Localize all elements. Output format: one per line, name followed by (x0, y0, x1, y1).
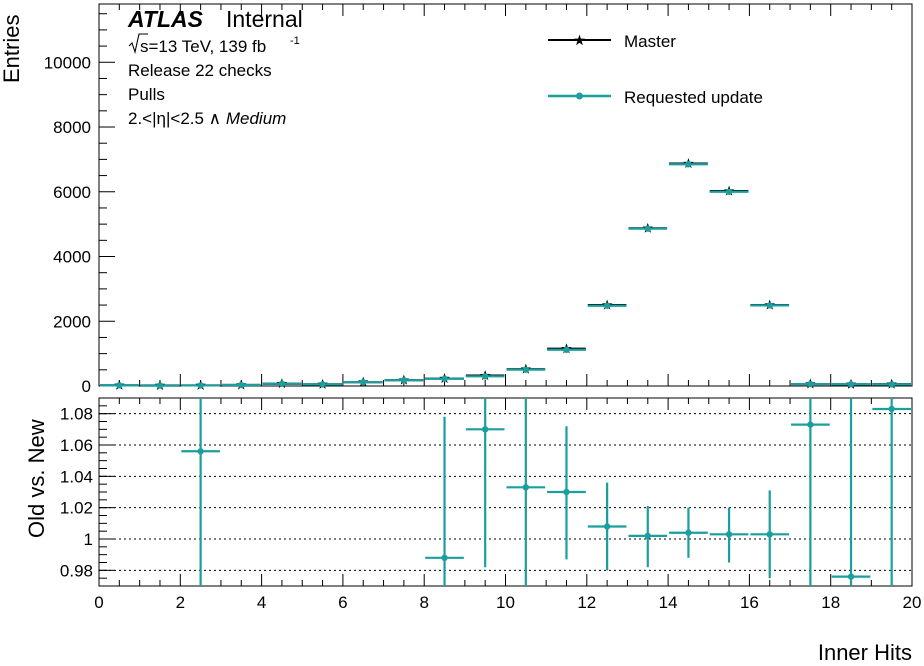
legend-entry-update: Requested update (548, 88, 763, 107)
main-axis-ticks: 0 2000 4000 6000 8000 10000 (44, 4, 913, 396)
main-y-tick-label: 8000 (53, 118, 91, 137)
sqrt-icon (128, 33, 148, 55)
ratio-point (766, 531, 773, 538)
ratio-y-tick-label: 1.04 (60, 467, 93, 486)
ratio-point (563, 488, 570, 496)
update-point (644, 225, 651, 232)
update-point (156, 382, 164, 389)
circle-marker-icon (576, 92, 583, 100)
update-point (522, 366, 530, 373)
ratio-point (603, 523, 611, 530)
svg-text:s=13 TeV, 139 fb: s=13 TeV, 139 fb (140, 37, 266, 56)
svg-text:Master: Master (624, 32, 676, 51)
ratio-point (807, 421, 814, 428)
pulls-label: Pulls (128, 85, 165, 104)
update-point (685, 161, 692, 168)
x-tick-label: 6 (338, 593, 347, 612)
main-data-layer (100, 158, 911, 390)
star-marker-icon (574, 34, 585, 46)
ratio-point (197, 448, 204, 455)
ratio-y-tick-label: 1.02 (60, 499, 93, 518)
ratio-y-tick-label: 1.06 (60, 436, 93, 455)
x-tick-label: 4 (257, 593, 266, 612)
main-y-tick-label: 10000 (44, 53, 91, 72)
ratio-point (441, 554, 448, 561)
x-tick-label: 12 (577, 593, 596, 612)
legend: Master Requested update (548, 32, 763, 107)
update-point (563, 346, 570, 353)
internal-label: Internal (226, 6, 303, 32)
ratio-data-layer (181, 398, 911, 586)
ratio-axis-ticks: 0.98 1 1.02 1.04 1.06 1.08 0 2 4 6 8 10 12 14 16 18 20 (60, 397, 922, 612)
main-y-tick-label: 4000 (53, 248, 91, 267)
ratio-point (644, 532, 651, 540)
energy-label: s=13 TeV, 139 fb -1 (128, 33, 300, 56)
update-point (766, 302, 773, 309)
update-point (725, 188, 733, 195)
update-point (278, 380, 286, 387)
svg-text:-1: -1 (290, 35, 300, 47)
update-point (888, 381, 895, 388)
main-y-axis-title: Entries (0, 15, 24, 83)
update-point (807, 380, 814, 388)
legend-entry-master: Master (548, 32, 676, 51)
x-tick-label: 14 (659, 593, 678, 612)
ratio-y-tick-label: 0.98 (60, 561, 93, 580)
update-point (360, 378, 367, 386)
ratio-point (847, 573, 855, 580)
release-label: Release 22 checks (128, 61, 272, 80)
ratio-y-tick-label: 1.08 (60, 405, 93, 424)
ratio-point (888, 405, 895, 413)
x-tick-label: 16 (740, 593, 759, 612)
x-axis-title: Inner Hits (818, 640, 912, 665)
update-point (116, 382, 123, 389)
update-point (847, 381, 855, 388)
main-y-tick-label: 0 (82, 377, 91, 396)
selection-label: 2.<|η|<2.5 ∧ Medium (128, 109, 286, 128)
update-point (400, 376, 408, 384)
x-tick-label: 0 (94, 593, 103, 612)
main-y-tick-label: 6000 (53, 183, 91, 202)
ratio-point (522, 484, 530, 491)
update-point (238, 381, 245, 389)
x-tick-label: 2 (176, 593, 185, 612)
x-tick-label: 10 (496, 593, 515, 612)
main-y-tick-label: 2000 (53, 312, 91, 331)
ratio-gridlines (99, 413, 912, 571)
x-tick-label: 8 (419, 593, 428, 612)
x-tick-label: 18 (821, 593, 840, 612)
ratio-point (725, 531, 733, 538)
update-point (441, 375, 448, 382)
update-point (481, 373, 489, 380)
ratio-point (685, 529, 692, 536)
update-point (603, 302, 611, 309)
atlas-label: ATLAS (127, 6, 204, 32)
ratio-y-axis-title: Old vs. New (24, 419, 49, 538)
x-tick-label: 20 (903, 593, 922, 612)
update-point (319, 381, 326, 388)
svg-text:Requested update: Requested update (624, 88, 763, 107)
ratio-y-tick-label: 1 (84, 530, 93, 549)
update-point (197, 382, 204, 389)
ratio-panel-frame (98, 397, 913, 587)
ratio-point (481, 426, 489, 433)
